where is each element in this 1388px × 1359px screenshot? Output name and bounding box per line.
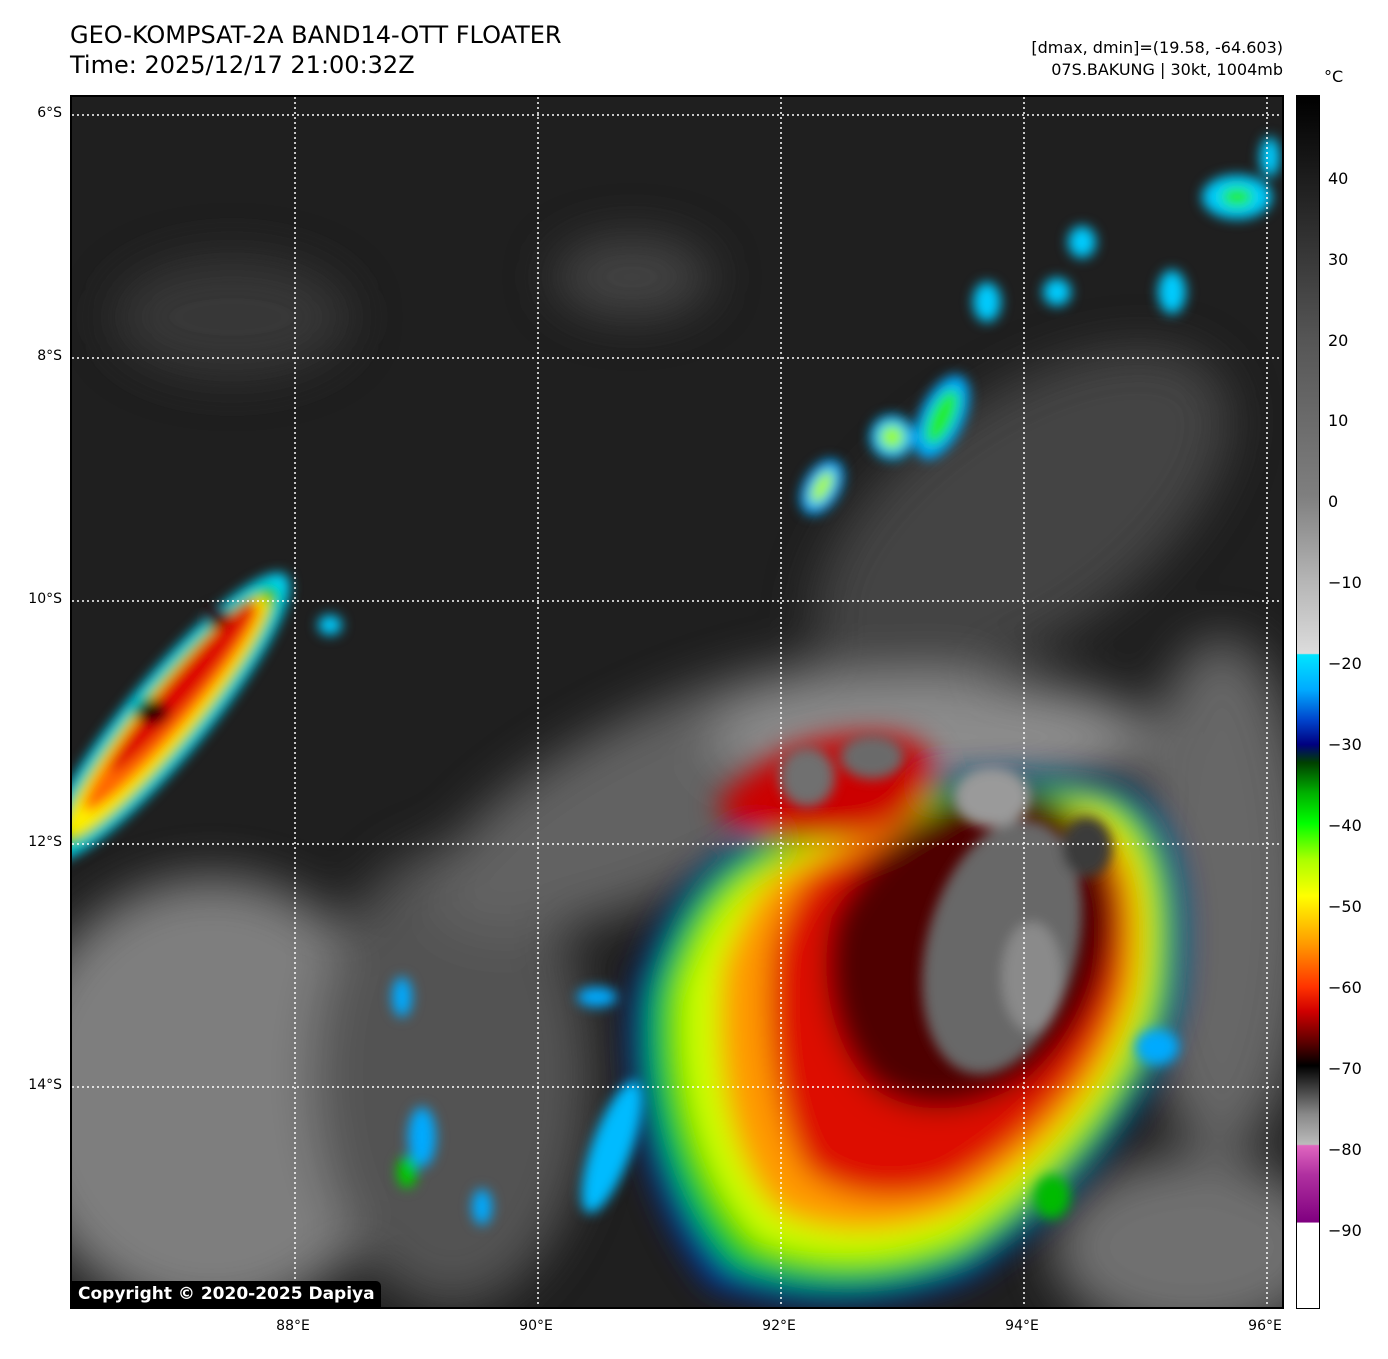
colorbar-tick: −40 bbox=[1328, 816, 1362, 835]
colorbar-unit: °C bbox=[1324, 67, 1344, 86]
ne-convection bbox=[800, 137, 1280, 515]
colorbar-tick: 10 bbox=[1328, 411, 1349, 430]
lon-label: 96°E bbox=[1248, 1318, 1282, 1334]
lat-label: 6°S bbox=[37, 105, 62, 121]
satellite-image: Copyright © 2020-2025 Dapiya bbox=[70, 95, 1284, 1309]
graticule bbox=[72, 97, 1282, 1307]
colorbar-tick: 20 bbox=[1328, 331, 1349, 350]
lat-label: 12°S bbox=[28, 834, 62, 850]
colorbar-tick: −20 bbox=[1328, 654, 1362, 673]
lon-label: 94°E bbox=[1005, 1318, 1039, 1334]
colorbar-tick: −60 bbox=[1328, 978, 1362, 997]
overshooting-tops bbox=[779, 735, 1112, 1075]
scattered-cells bbox=[392, 977, 1179, 1225]
colorbar-tick: 40 bbox=[1328, 169, 1349, 188]
colorbar-tick: −10 bbox=[1328, 573, 1362, 592]
info-block: [dmax, dmin]=(19.58, -64.603) 07S.BAKUNG… bbox=[1031, 37, 1283, 81]
lat-label: 10°S bbox=[28, 591, 62, 607]
stats-label: [dmax, dmin]=(19.58, -64.603) bbox=[1031, 38, 1283, 57]
western-cloud-band bbox=[72, 572, 342, 862]
storm-label: 07S.BAKUNG | 30kt, 1004mb bbox=[1051, 60, 1283, 79]
lat-label: 8°S bbox=[37, 348, 62, 364]
lon-label: 88°E bbox=[276, 1318, 310, 1334]
lon-label: 92°E bbox=[762, 1318, 796, 1334]
product-title: GEO-KOMPSAT-2A BAND14-OTT FLOATER bbox=[70, 21, 562, 49]
copyright-label: Copyright © 2020-2025 Dapiya bbox=[72, 1281, 381, 1307]
time-label: Time: 2025/12/17 21:00:32Z bbox=[70, 51, 415, 79]
colorbar-tick: 30 bbox=[1328, 250, 1349, 269]
lon-label: 90°E bbox=[519, 1318, 553, 1334]
colorbar-tick: −90 bbox=[1328, 1221, 1362, 1240]
title-block: GEO-KOMPSAT-2A BAND14-OTT FLOATER Time: … bbox=[70, 20, 562, 80]
colorbar-tick: −70 bbox=[1328, 1059, 1362, 1078]
colorbar-tick: 0 bbox=[1328, 492, 1339, 511]
low-clouds bbox=[72, 237, 1282, 1307]
lat-label: 14°S bbox=[28, 1077, 62, 1093]
colorbar bbox=[1296, 95, 1320, 1309]
colorbar-tick: −30 bbox=[1328, 735, 1362, 754]
satellite-imagery bbox=[72, 97, 1282, 1307]
colorbar-tick: −50 bbox=[1328, 897, 1362, 916]
colorbar-tick: −80 bbox=[1328, 1140, 1362, 1159]
